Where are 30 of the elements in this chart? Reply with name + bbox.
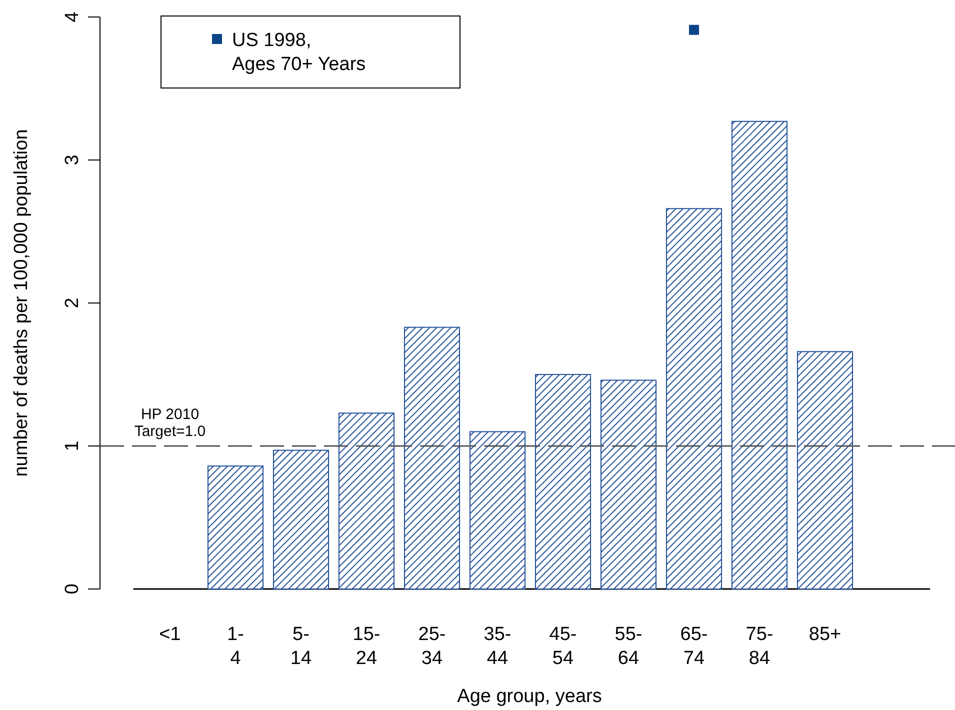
y-tick-label: 4 xyxy=(62,11,83,22)
y-tick-label: 1 xyxy=(62,440,83,452)
x-tick-label: 1- 4 xyxy=(227,624,244,669)
y-axis-title: number of deaths per 100,000 population xyxy=(11,129,32,477)
x-tick-label: 25- 34 xyxy=(418,624,446,669)
y-tick-label: 2 xyxy=(62,298,83,308)
bar xyxy=(731,120,788,590)
bar xyxy=(272,450,330,590)
ref-line-label: HP 2010 Target=1.0 xyxy=(134,406,206,440)
x-tick-label: 35- 44 xyxy=(484,624,512,669)
x-tick-label: 15- 24 xyxy=(352,624,380,669)
bar xyxy=(796,351,854,590)
x-tick-label: 45- 54 xyxy=(549,624,577,669)
x-tick-label: 75- 84 xyxy=(746,624,774,669)
x-tick-label: <1 xyxy=(159,624,181,645)
y-tick-label: 0 xyxy=(62,584,83,594)
bar xyxy=(338,412,395,590)
x-axis-title: Age group, years xyxy=(457,686,602,707)
legend-label: US 1998, Ages 70+ Years xyxy=(232,30,366,75)
x-tick-label: 5- 14 xyxy=(290,624,312,669)
x-tick-label: 55- 64 xyxy=(614,624,642,669)
x-tick-label: 65- 74 xyxy=(680,624,708,669)
bar xyxy=(207,466,264,590)
bar xyxy=(666,208,722,590)
bar xyxy=(534,374,592,590)
y-tick-label: 3 xyxy=(62,154,83,166)
x-tick-label: 85+ xyxy=(808,624,842,645)
bar xyxy=(600,380,657,590)
bar xyxy=(404,326,460,590)
bar xyxy=(469,431,526,590)
